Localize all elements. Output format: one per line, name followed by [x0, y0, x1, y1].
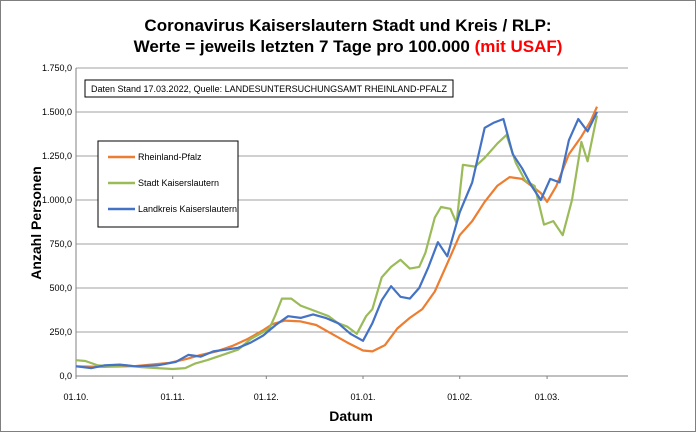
x-tick-label: 01.12.: [254, 392, 279, 402]
y-tick-label: 250,0: [49, 327, 72, 337]
data-note: Daten Stand 17.03.2022, Quelle: LANDESUN…: [84, 79, 454, 98]
chart-title-line1: Coronavirus Kaiserslautern Stadt und Kre…: [144, 16, 552, 35]
y-tick-label: 1.000,0: [42, 195, 72, 205]
y-tick-label: 750,0: [49, 239, 72, 249]
chart-title: Coronavirus Kaiserslautern Stadt und Kre…: [1, 15, 695, 57]
series-lines: [75, 106, 599, 371]
x-tick-label: 01.02.: [447, 392, 472, 402]
y-tick-label: 1.750,0: [42, 63, 72, 73]
series-line-landkreis-kaiserslautern: [75, 111, 598, 370]
legend: Rheinland-Pfalz Stadt Kaiserslautern Landk…: [97, 140, 239, 228]
legend-label: Landkreis Kaiserslautern: [138, 204, 237, 214]
gridlines: [75, 67, 628, 377]
chart-title-highlight: (mit USAF): [474, 37, 563, 56]
chart-title-line2: Werte = jeweils letzten 7 Tage pro 100.0…: [1, 36, 695, 57]
x-axis-ticks: 01.10. 01.11. 01.12. 01.01. 01.02. 01.03.: [63, 376, 560, 402]
series-line-stadt-kaiserslautern: [75, 115, 599, 371]
y-tick-label: 500,0: [49, 283, 72, 293]
data-note-text: Daten Stand 17.03.2022, Quelle: LANDESUN…: [91, 84, 447, 94]
legend-label: Rheinland-Pfalz: [138, 152, 202, 162]
data-note-box: [84, 79, 454, 98]
legend-label: Stadt Kaiserslautern: [138, 178, 219, 188]
y-axis-ticks: 0,0 250,0 500,0 750,0 1.000,0 1.250,0 1.500,0 1…: [42, 63, 72, 381]
x-tick-label: 01.03.: [535, 392, 560, 402]
y-tick-label: 0,0: [59, 371, 72, 381]
y-tick-label: 1.250,0: [42, 151, 72, 161]
chart-title-line2-text: Werte = jeweils letzten 7 Tage pro 100.0…: [133, 37, 470, 56]
x-tick-label: 01.01.: [351, 392, 376, 402]
x-axis-title: Datum: [329, 408, 373, 424]
x-tick-label: 01.10.: [63, 392, 88, 402]
y-tick-label: 1.500,0: [42, 107, 72, 117]
x-tick-label: 01.11.: [161, 392, 185, 402]
y-axis-title: Anzahl Personen: [28, 166, 44, 280]
